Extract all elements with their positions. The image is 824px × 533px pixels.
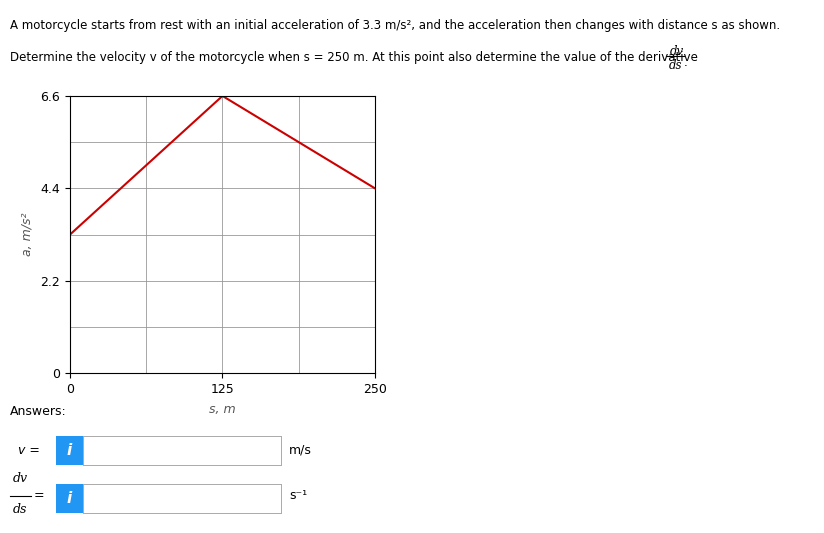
Text: dv: dv (670, 45, 684, 58)
Text: i: i (67, 491, 73, 506)
Y-axis label: a, m/s²: a, m/s² (21, 213, 34, 256)
Text: i: i (67, 443, 73, 458)
Text: v =: v = (18, 444, 40, 457)
Text: m/s: m/s (289, 444, 312, 457)
Text: ds: ds (669, 59, 682, 71)
Text: s⁻¹: s⁻¹ (289, 489, 307, 502)
Text: =: = (34, 489, 44, 502)
Text: ds: ds (12, 503, 26, 515)
Text: dv: dv (12, 472, 27, 485)
X-axis label: s, m: s, m (209, 403, 236, 416)
Text: A motorcycle starts from rest with an initial acceleration of 3.3 m/s², and the : A motorcycle starts from rest with an in… (10, 19, 780, 31)
Text: Determine the velocity v of the motorcycle when s = 250 m. At this point also de: Determine the velocity v of the motorcyc… (10, 51, 698, 63)
Text: .: . (684, 56, 688, 69)
Text: Answers:: Answers: (10, 405, 67, 418)
